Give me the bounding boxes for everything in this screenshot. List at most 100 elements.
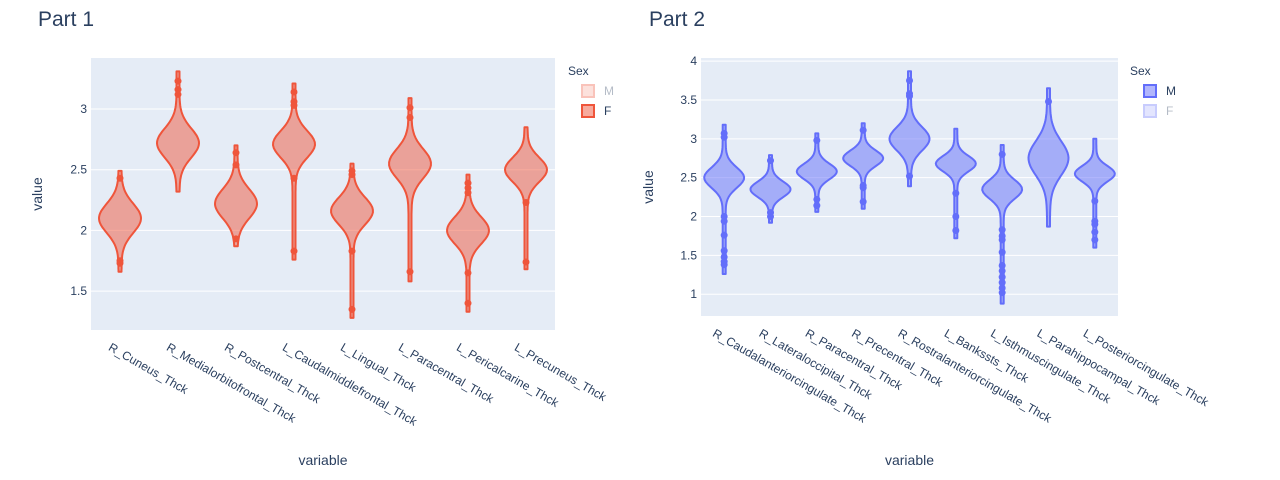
outlier-point <box>174 86 182 94</box>
violin-R_Medialorbitofrontal_Thck <box>156 70 200 193</box>
x-tick-label: L_Precuneus_Thck <box>512 340 609 404</box>
x-axis-title: variable <box>298 452 347 468</box>
legend-item-F[interactable]: F <box>581 104 611 118</box>
outlier-point <box>290 88 298 96</box>
outlier-point <box>116 174 124 182</box>
y-tick-label: 2.5 <box>680 171 697 185</box>
y-tick-label: 1 <box>690 287 697 301</box>
outlier-point <box>813 136 821 144</box>
outlier-point <box>859 126 867 134</box>
violin-L_Posteriorcingulate_Thck <box>1073 137 1116 249</box>
outlier-point <box>952 189 960 197</box>
violin-L_Paracentral_Thck <box>388 97 432 283</box>
legend-title: Sex <box>568 64 589 78</box>
violin-L_Caudalmiddlefrontal_Thck <box>272 82 316 261</box>
x-tick-label: L_Paracentral_Thck <box>396 340 497 406</box>
legend: Sex MF <box>568 64 614 118</box>
violin-R_Cuneus_Thck <box>98 169 142 273</box>
chart-title: Part 1 <box>38 8 94 31</box>
outlier-point <box>232 235 240 243</box>
outlier-point <box>1091 197 1099 205</box>
violin-R_Lateraloccipital_Thck <box>749 154 792 224</box>
y-tick-label: 1.5 <box>70 284 87 298</box>
outlier-point <box>952 213 960 221</box>
outlier-point <box>116 259 124 267</box>
outlier-point <box>720 247 728 255</box>
outlier-point <box>998 261 1006 269</box>
outlier-point <box>1091 220 1099 228</box>
y-tick-label: 1.5 <box>680 248 697 262</box>
outlier-point <box>464 189 472 197</box>
outlier-point <box>1045 98 1052 106</box>
outlier-point <box>464 269 472 277</box>
y-tick-label: 3.5 <box>680 93 697 107</box>
y-tick-label: 4 <box>690 54 697 68</box>
violin-R_Rostralanteriorcingulate_Thck <box>888 70 931 188</box>
plot-area <box>91 58 555 330</box>
outlier-point <box>859 184 867 192</box>
y-tick-label: 2.5 <box>70 163 87 177</box>
outlier-point <box>464 184 472 192</box>
outlier-point <box>998 226 1006 234</box>
outlier-point <box>406 104 414 112</box>
outlier-point <box>813 202 821 210</box>
outlier-point <box>522 258 530 266</box>
outlier-point <box>348 171 356 179</box>
legend-item-M[interactable]: M <box>1143 84 1176 98</box>
legend-title: Sex <box>1130 64 1151 78</box>
violin-L_Parahippocampal_Thck <box>1027 87 1070 228</box>
outlier-point <box>998 289 1006 297</box>
outlier-point <box>998 273 1006 281</box>
violin-L_Bankssts_Thck <box>934 127 977 240</box>
legend-swatch <box>581 84 595 98</box>
outlier-point <box>998 150 1006 158</box>
legend-swatch <box>1143 104 1157 118</box>
legend-label: F <box>1166 104 1173 118</box>
outlier-point <box>1091 236 1099 244</box>
chart-title: Part 2 <box>649 8 705 31</box>
y-tick-label: 2 <box>690 210 697 224</box>
y-axis-title: value <box>640 170 656 204</box>
legend-label: F <box>604 104 611 118</box>
legend-label: M <box>604 84 614 98</box>
legend-item-M[interactable]: M <box>581 84 614 98</box>
violin-R_Paracentral_Thck <box>795 132 838 213</box>
outlier-point <box>906 77 913 85</box>
outlier-point <box>232 161 240 169</box>
outlier-point <box>232 149 240 157</box>
violin-L_Precuneus_Thck <box>504 126 548 271</box>
outlier-point <box>998 248 1006 256</box>
violin-R_Precentral_Thck <box>842 122 885 210</box>
outlier-point <box>348 247 356 255</box>
legend-swatch <box>1143 84 1157 98</box>
outlier-point <box>348 305 356 313</box>
outlier-point <box>720 261 728 269</box>
outlier-point <box>464 179 472 187</box>
legend-swatch <box>581 104 595 118</box>
legend-item-F[interactable]: F <box>1143 104 1173 118</box>
x-tick-label: L_Pericalcarine_Thck <box>454 340 562 410</box>
outlier-point <box>1091 228 1099 236</box>
outlier-point <box>767 157 774 165</box>
outlier-point <box>767 213 774 221</box>
outlier-point <box>720 231 728 239</box>
outlier-point <box>859 198 867 206</box>
outlier-point <box>906 172 913 180</box>
outlier-point <box>522 199 530 206</box>
outlier-point <box>813 195 821 203</box>
outlier-point <box>998 236 1006 244</box>
y-tick-label: 2 <box>80 223 87 237</box>
y-tick-label: 3 <box>80 102 87 116</box>
legend-label: M <box>1166 84 1176 98</box>
y-axis-title: value <box>29 177 45 211</box>
outlier-point <box>290 247 298 255</box>
x-axis-title: variable <box>885 452 934 468</box>
legend: Sex MF <box>1130 64 1176 118</box>
outlier-point <box>174 77 182 85</box>
outlier-point <box>406 114 414 121</box>
chart-part-1: Part 11.522.53R_Cuneus_ThckR_Medialorbit… <box>29 8 614 468</box>
x-tick-label: R_Postcentral_Thck <box>222 340 323 407</box>
y-tick-label: 3 <box>690 132 697 146</box>
outlier-point <box>174 90 182 98</box>
